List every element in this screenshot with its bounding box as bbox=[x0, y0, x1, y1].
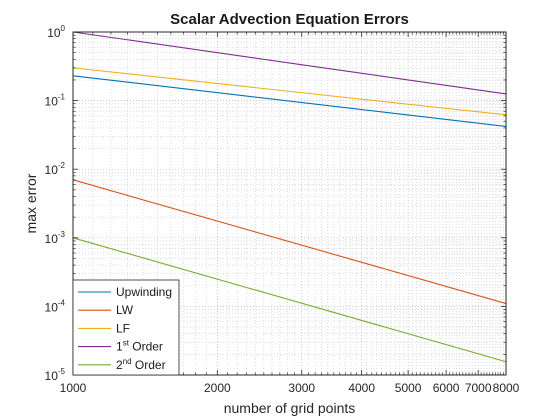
series-2nd-order-line bbox=[72, 237, 507, 363]
y-tick-exponent: -3 bbox=[58, 230, 66, 239]
y-tick-base: 10 bbox=[45, 232, 59, 246]
y-tick-exponent: -5 bbox=[58, 367, 66, 376]
y-tick-label: 10-5 bbox=[45, 367, 66, 383]
series-1st-order-line bbox=[72, 31, 507, 95]
legend-entry-lw: LW bbox=[116, 303, 134, 317]
x-tick-label: 2000 bbox=[204, 381, 231, 395]
y-tick-label: 10-1 bbox=[45, 93, 66, 109]
x-tick-label: 8000 bbox=[493, 381, 520, 395]
y-tick-label: 10-2 bbox=[45, 161, 66, 177]
y-tick-label: 10-3 bbox=[45, 230, 66, 246]
legend-label-superscript: nd bbox=[123, 357, 132, 366]
series-layer bbox=[72, 31, 507, 363]
legend-box bbox=[72, 279, 180, 376]
x-tick-label: 5000 bbox=[395, 381, 422, 395]
y-tick-base: 10 bbox=[45, 369, 59, 383]
y-tick-exponent: -2 bbox=[58, 161, 66, 170]
x-tick-label: 4000 bbox=[348, 381, 375, 395]
legend-entry-upwinding: Upwinding bbox=[116, 285, 172, 299]
legend-entry-1st-order: 1st Order bbox=[116, 339, 163, 354]
x-tick-label: 6000 bbox=[433, 381, 460, 395]
y-tick-base: 10 bbox=[45, 163, 59, 177]
y-axis-label: max error bbox=[23, 173, 39, 233]
legend-label-main: 1 bbox=[116, 340, 123, 354]
y-tick-exponent: 0 bbox=[61, 24, 66, 33]
legend-label-main: LW bbox=[116, 303, 134, 317]
x-tick-label: 3000 bbox=[288, 381, 315, 395]
legend-entry-lf: LF bbox=[116, 321, 130, 335]
legend-label-main: LF bbox=[116, 321, 130, 335]
x-tick-label: 1000 bbox=[60, 381, 87, 395]
x-axis-label: number of grid points bbox=[224, 400, 356, 416]
x-tick-labels: 1000 2000 3000 4000 5000 6000 7000 8000 bbox=[60, 381, 520, 395]
y-tick-base: 10 bbox=[45, 95, 59, 109]
y-tick-exponent: -1 bbox=[58, 93, 66, 102]
legend-label-superscript: st bbox=[123, 339, 130, 348]
legend-label-rest: Order bbox=[129, 340, 163, 354]
legend-label-rest: Order bbox=[132, 358, 166, 372]
plot-frame bbox=[72, 31, 507, 376]
series-lf-line bbox=[72, 67, 507, 116]
chart-title: Scalar Advection Equation Errors bbox=[170, 11, 409, 28]
y-tick-base: 10 bbox=[45, 300, 59, 314]
y-tick-label: 10-4 bbox=[45, 298, 66, 314]
y-tick-exponent: -4 bbox=[58, 298, 66, 307]
legend-label-main: Upwinding bbox=[116, 285, 172, 299]
y-tick-label: 100 bbox=[47, 24, 65, 40]
series-lw-line bbox=[72, 179, 507, 305]
legend-entry-2nd-order: 2nd Order bbox=[116, 357, 166, 372]
legend-label-main: 2 bbox=[116, 358, 123, 372]
x-tick-label: 7000 bbox=[465, 381, 492, 395]
y-tick-base: 10 bbox=[47, 26, 61, 40]
series-upwinding-line bbox=[72, 75, 507, 127]
